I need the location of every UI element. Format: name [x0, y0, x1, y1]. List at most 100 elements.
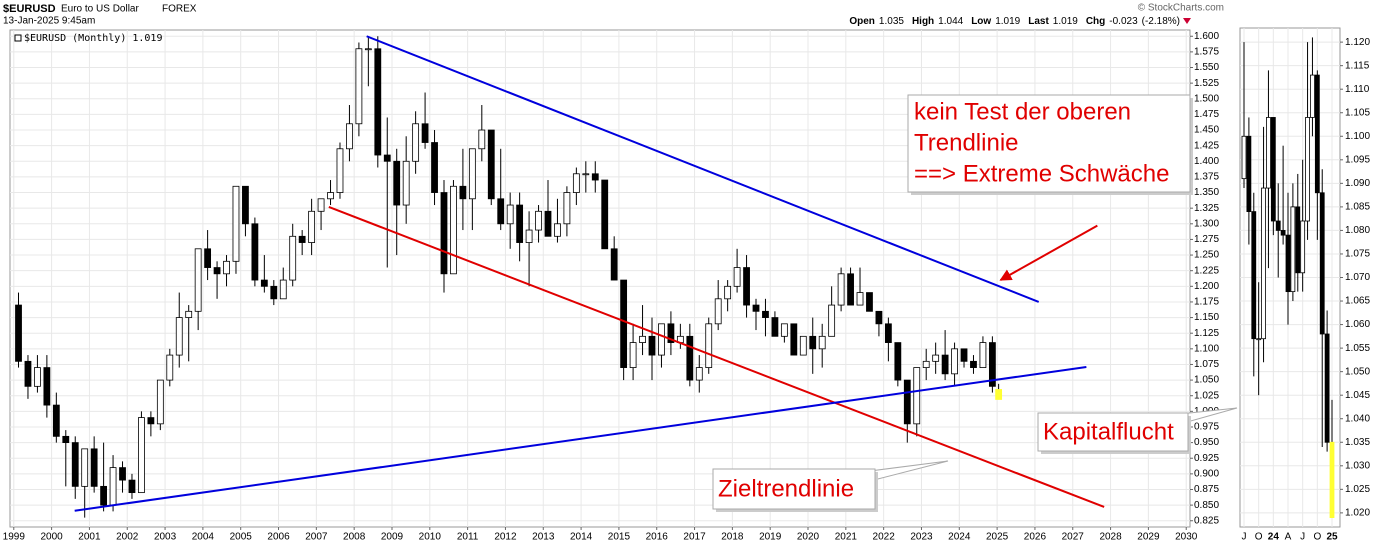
y-tick-label: 1.500 — [1194, 93, 1219, 104]
x-tick-label: 2010 — [419, 532, 442, 543]
y-tick-label: 1.115 — [1345, 60, 1370, 71]
candle-body — [733, 267, 741, 287]
candle-body — [818, 335, 826, 350]
x-tick-label: 2004 — [192, 532, 215, 543]
candle-body — [194, 248, 202, 312]
candle-body — [440, 192, 448, 275]
candle-body — [346, 123, 353, 150]
candle-body — [15, 304, 22, 362]
y-tick-label: 1.325 — [1194, 203, 1219, 214]
candle-body — [128, 479, 136, 494]
candle-body — [856, 292, 864, 306]
candle-body — [119, 467, 126, 481]
candle-body — [364, 48, 372, 51]
x-tick-label: 2014 — [570, 532, 593, 543]
candle-body — [951, 348, 958, 375]
candle-body — [298, 235, 306, 243]
x-tick-label: J — [1242, 532, 1247, 543]
candle-body — [204, 248, 212, 268]
x-tick-label: 2016 — [646, 532, 669, 543]
x-tick-label: O — [1255, 532, 1263, 543]
y-tick-label: 1.075 — [1345, 249, 1370, 260]
candle-body — [544, 210, 552, 237]
candle-body — [525, 229, 533, 243]
y-tick-label: 1.105 — [1345, 107, 1370, 118]
candle-body — [563, 192, 571, 225]
candle-body — [1261, 187, 1266, 340]
candle-body — [374, 48, 382, 156]
candle-body — [724, 285, 732, 300]
candle-body — [875, 310, 883, 325]
x-tick-label: 2018 — [721, 532, 744, 543]
change-percent: (-2.18%) — [1142, 16, 1180, 27]
y-tick-label: 1.250 — [1194, 250, 1219, 261]
candle-body — [695, 367, 703, 381]
y-tick-label: 1.275 — [1194, 234, 1219, 245]
candle-body — [714, 298, 722, 325]
candle-body — [847, 273, 854, 306]
candle-body — [487, 129, 495, 200]
candle-body — [771, 317, 779, 337]
y-tick-label: 1.575 — [1194, 47, 1219, 58]
candle-body — [1246, 135, 1252, 212]
candle-body — [743, 267, 750, 306]
x-tick-label: 2009 — [381, 532, 404, 543]
candle-body — [52, 404, 60, 437]
x-tick-label: J — [1300, 532, 1305, 543]
candle-body — [251, 223, 259, 281]
candle-body — [412, 123, 420, 162]
x-tick-label: A — [1285, 532, 1292, 543]
candle-body — [1266, 117, 1271, 189]
candle-body — [34, 367, 41, 387]
candle-body — [516, 204, 524, 243]
trendline — [328, 205, 1105, 508]
y-tick-label: 1.060 — [1345, 319, 1370, 330]
x-tick-label: 2021 — [835, 532, 858, 543]
candle-body — [260, 279, 268, 287]
x-tick-label: 2029 — [1137, 532, 1160, 543]
y-tick-label: 1.400 — [1194, 156, 1219, 167]
candle-body — [535, 210, 542, 231]
candle-body — [289, 235, 297, 281]
candle-body — [156, 379, 164, 425]
quote: Open 1.035 High 1.044 Low 1.019 Last 1.019 Chg -0… — [849, 16, 1180, 27]
annotation-text: Trendlinie — [914, 129, 1019, 156]
x-tick-label: 2026 — [1024, 532, 1047, 543]
candle-body — [1329, 441, 1335, 518]
y-tick-label: 0.925 — [1194, 453, 1219, 464]
candle-body — [1270, 117, 1276, 222]
arrow — [999, 224, 1098, 281]
x-tick-label: 2017 — [683, 532, 706, 543]
candle-body — [185, 310, 193, 318]
candle-body — [1310, 74, 1315, 118]
candle-body — [1305, 117, 1310, 222]
candle-body — [554, 223, 561, 237]
instrument-name: Euro to US Dollar — [61, 4, 139, 15]
y-tick-label: 1.100 — [1194, 343, 1219, 354]
candle-body — [610, 248, 618, 281]
annotation-text: kein Test der oberen — [914, 98, 1131, 125]
source: © StockCharts.com — [1138, 3, 1224, 14]
down-indicator — [1183, 18, 1191, 24]
candle-body — [459, 185, 467, 200]
x-tick-label: 2019 — [759, 532, 782, 543]
candle-body — [62, 435, 70, 444]
candle-body — [90, 448, 98, 487]
candle-body — [242, 185, 249, 225]
y-tick-label: 1.065 — [1345, 296, 1370, 307]
candle-body — [995, 389, 1003, 400]
candle-body — [762, 310, 769, 318]
candle-body — [648, 335, 656, 356]
x-tick-label: 2024 — [948, 532, 971, 543]
plot-layer: 0.8250.8500.8750.9000.9250.9500.9751.000… — [3, 27, 1370, 543]
candle-body — [620, 279, 628, 368]
x-tick-label: 2030 — [1175, 532, 1198, 543]
quote-label: Last — [1028, 16, 1049, 27]
candle-body — [809, 335, 817, 350]
y-tick-label: 1.150 — [1194, 312, 1219, 323]
y-tick-label: 1.085 — [1345, 202, 1370, 213]
quote-label: Open — [849, 16, 875, 27]
candle-body — [667, 323, 675, 343]
